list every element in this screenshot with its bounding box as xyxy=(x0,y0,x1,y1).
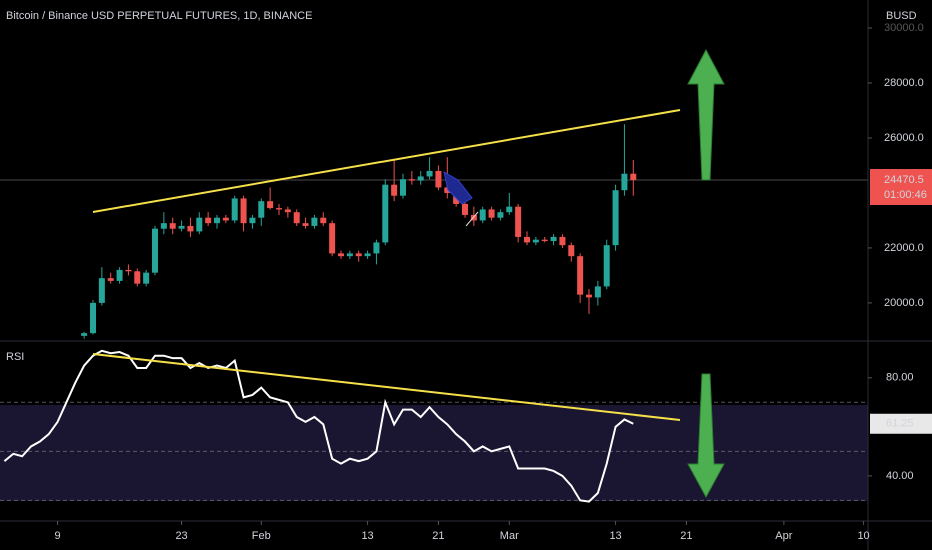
candle-body xyxy=(205,217,212,224)
candle-body xyxy=(444,187,451,193)
candle-body xyxy=(169,223,176,229)
candle-body xyxy=(497,212,504,218)
candle-body xyxy=(187,225,194,232)
countdown-label: 01:00:46 xyxy=(884,189,927,201)
last-price-box xyxy=(870,169,932,206)
last-value-box xyxy=(870,413,932,434)
candle-body xyxy=(550,236,557,242)
candle-body xyxy=(594,286,601,298)
candle-body xyxy=(293,212,300,224)
candle-body xyxy=(391,184,398,196)
candle-body xyxy=(134,271,141,284)
rsi-band xyxy=(0,405,868,501)
candle-body xyxy=(222,217,229,221)
y-tick-label: 26000.0 xyxy=(884,132,924,144)
candle-body xyxy=(435,170,442,188)
candle-body xyxy=(258,201,265,218)
candle-body xyxy=(329,223,336,254)
candle-body xyxy=(364,253,371,257)
candle-body xyxy=(81,333,88,336)
candle-body xyxy=(346,253,353,257)
axis-labels: 20000.0 22000.0 26000.0 28000.0 30000.0 9 23 Fe… xyxy=(55,22,932,542)
candle-body xyxy=(355,253,362,257)
x-tick-label: 21 xyxy=(432,530,444,542)
candle-body xyxy=(400,179,406,196)
y-tick-label: 30000.0 xyxy=(884,22,924,34)
last-price-label: 24470.5 xyxy=(884,174,924,186)
candle-body xyxy=(196,217,203,232)
plot xyxy=(0,124,868,503)
candle-body xyxy=(603,245,610,287)
candle-body xyxy=(479,209,486,221)
candle-body xyxy=(320,217,327,224)
candle-body xyxy=(630,173,637,181)
candle-body xyxy=(408,179,415,181)
candle-body xyxy=(506,206,513,213)
candle-body xyxy=(462,203,468,215)
x-tick-label: 10 xyxy=(857,530,869,542)
y-tick-label: 28000.0 xyxy=(884,77,924,89)
candle-body xyxy=(373,242,380,254)
candle-body xyxy=(577,256,584,295)
candle-body xyxy=(426,170,433,177)
candle-body xyxy=(612,190,619,246)
candle-body xyxy=(338,253,344,257)
x-tick-label: 13 xyxy=(361,530,373,542)
candle-body xyxy=(524,236,530,243)
candle-body xyxy=(541,239,548,242)
x-tick-label: 9 xyxy=(55,530,61,542)
candle-body xyxy=(143,272,150,284)
candle-body xyxy=(568,245,575,257)
flag-drawing xyxy=(443,171,473,205)
y-tick-label: 22000.0 xyxy=(884,242,924,254)
y-tick-label: 80.00 xyxy=(886,372,914,384)
unit-label: BUSD xyxy=(886,10,917,22)
down-arrow xyxy=(687,373,725,499)
candle-body xyxy=(152,228,158,273)
trend-line xyxy=(92,353,681,421)
candle-body xyxy=(90,302,96,334)
x-tick-label: Feb xyxy=(252,530,271,542)
x-tick-label: Mar xyxy=(500,530,519,542)
candle-body xyxy=(178,225,185,229)
candle-body xyxy=(231,198,238,221)
last-value-label: 61.25 xyxy=(886,418,914,430)
candle-body xyxy=(470,214,477,221)
x-tick-label: 23 xyxy=(175,530,187,542)
x-tick-label: 21 xyxy=(680,530,692,542)
x-tick-label: Apr xyxy=(775,530,792,542)
candle-body xyxy=(302,223,309,226)
candle-body xyxy=(559,236,566,246)
x-tick-label: 13 xyxy=(609,530,621,542)
candle-body xyxy=(515,206,522,237)
y-tick-label: 20000.0 xyxy=(884,297,924,309)
candle-body xyxy=(417,176,424,181)
candle-body xyxy=(98,278,105,303)
candle-body xyxy=(107,278,114,281)
candle-body xyxy=(382,184,389,243)
candle-body xyxy=(240,198,247,224)
candle-body xyxy=(125,269,132,272)
candle-body xyxy=(621,173,628,191)
candle-body xyxy=(532,239,539,243)
drawing-line xyxy=(465,211,479,227)
candle-body xyxy=(284,209,291,213)
candle-body xyxy=(249,217,256,224)
candle-body xyxy=(116,269,123,281)
chart-title: Bitcoin / Binance USD PERPETUAL FUTURES,… xyxy=(6,10,312,22)
y-tick-label: 40.00 xyxy=(886,470,914,482)
indicator-title: RSI xyxy=(6,351,24,363)
candle-body xyxy=(276,208,282,210)
candle-body xyxy=(311,217,318,226)
candle-body xyxy=(488,209,495,218)
candle-body xyxy=(214,217,220,224)
candle-body xyxy=(160,223,167,229)
candle-body xyxy=(586,294,592,298)
trend-line xyxy=(92,109,681,213)
candle-body xyxy=(267,201,274,209)
rsi-line xyxy=(3,349,634,503)
up-arrow xyxy=(687,48,725,181)
